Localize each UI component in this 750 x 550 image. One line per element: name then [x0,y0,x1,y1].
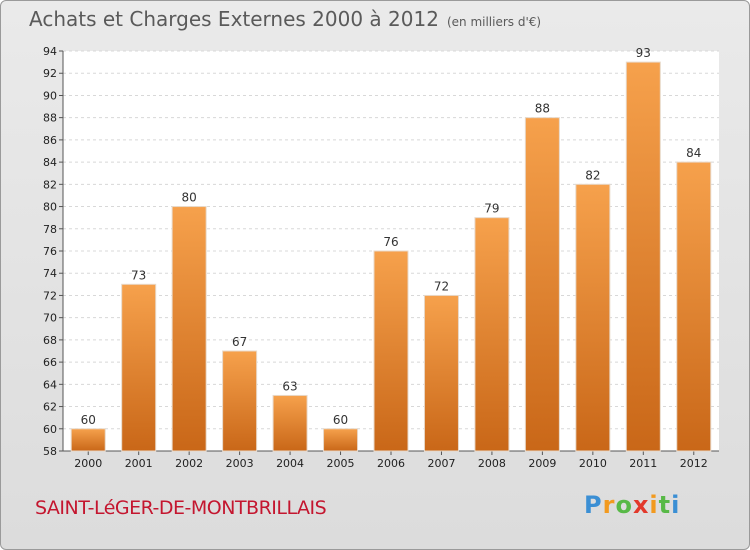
value-label-2004: 63 [282,379,297,393]
value-label-2006: 76 [383,235,398,249]
x-tick-label-2003: 2003 [226,457,254,470]
bar-2007[interactable] [423,294,459,452]
y-tick-label: 58 [43,445,57,458]
x-tick-label-2009: 2009 [528,457,556,470]
x-tick-label-2008: 2008 [478,457,506,470]
y-tick-label: 80 [43,201,57,214]
bar-2010[interactable] [575,183,611,452]
chart-title: Achats et Charges Externes 2000 à 2012 (e… [29,7,541,31]
y-tick-label: 72 [43,289,57,302]
y-tick-label: 76 [43,245,57,258]
value-label-2010: 82 [585,168,600,182]
x-tick-label-2000: 2000 [74,457,102,470]
bar-2011[interactable] [625,61,661,452]
bar-2012[interactable] [676,161,712,452]
y-tick-label: 88 [43,112,57,125]
value-label-2000: 60 [81,413,96,427]
y-tick-label: 62 [43,401,57,414]
x-tick-label-2004: 2004 [276,457,304,470]
value-label-2011: 93 [636,46,651,60]
value-label-2012: 84 [686,146,701,160]
x-tick-label-2007: 2007 [427,457,455,470]
bar-2002[interactable] [171,206,207,452]
bar-2006[interactable] [373,250,409,452]
y-tick-label: 78 [43,223,57,236]
value-label-2007: 72 [434,279,449,293]
bar-2008[interactable] [474,217,510,452]
y-tick-label: 82 [43,178,57,191]
x-tick-label-2002: 2002 [175,457,203,470]
chart-title-text: Achats et Charges Externes 2000 à 2012 [29,7,439,31]
chart-subtitle: (en milliers d'€) [446,15,542,29]
bar-2001[interactable] [121,283,157,452]
value-label-2003: 67 [232,335,247,349]
x-tick-label-2001: 2001 [125,457,153,470]
x-tick-label-2011: 2011 [629,457,657,470]
y-tick-label: 64 [43,378,57,391]
bar-2004[interactable] [272,394,308,452]
x-tick-label-2012: 2012 [680,457,708,470]
y-tick-label: 92 [43,67,57,80]
x-tick-label-2005: 2005 [327,457,355,470]
y-tick-label: 84 [43,156,57,169]
x-tick-label-2006: 2006 [377,457,405,470]
bar-2005[interactable] [323,428,359,452]
bar-2003[interactable] [222,350,258,452]
labels: 58 60 62 64 66 68 70 72 74 76 78 80 82 84 86 88 90 92 94 20… [43,45,708,470]
y-tick-label: 66 [43,356,57,369]
value-label-2008: 79 [484,202,499,216]
y-tick-label: 90 [43,89,57,102]
value-label-2005: 60 [333,413,348,427]
value-label-2001: 73 [131,268,146,282]
y-tick-label: 60 [43,423,57,436]
bars [70,61,712,452]
y-tick-label: 68 [43,334,57,347]
y-tick-label: 86 [43,134,57,147]
y-tick-label: 94 [43,45,57,58]
y-tick-label: 74 [43,267,57,280]
town-name: SAINT-LéGER-DE-MONTBRILLAIS [35,497,327,519]
bar-2000[interactable] [70,428,106,452]
proxiti-logo[interactable]: Proxiti [584,491,681,519]
value-label-2009: 88 [535,102,550,116]
x-tick-label-2010: 2010 [579,457,607,470]
bar-2009[interactable] [524,117,560,452]
value-label-2002: 80 [182,191,197,205]
y-tick-label: 70 [43,312,57,325]
